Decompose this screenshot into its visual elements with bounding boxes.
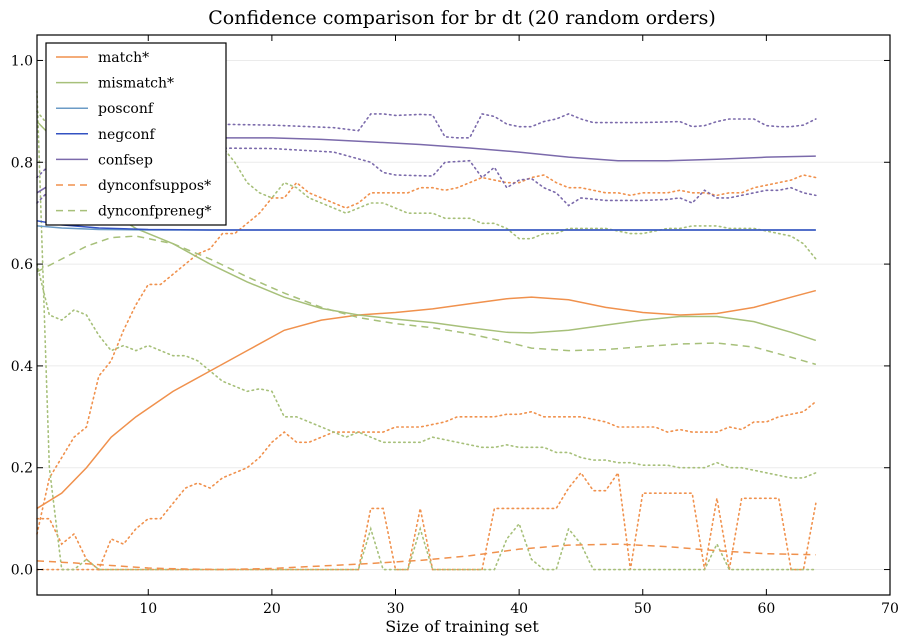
x-tick-label-6: 70 <box>881 601 899 617</box>
y-tick-label-1: 0.2 <box>11 461 33 477</box>
bound-line-2 <box>36 470 817 571</box>
legend-label-3: negconf <box>98 127 157 143</box>
legend-label-4: confsep <box>98 152 153 168</box>
series-line-dynconfsuppos <box>36 543 816 571</box>
bound-line-5 <box>36 90 817 571</box>
bound-line-4 <box>36 263 817 479</box>
legend-label-0: match* <box>98 50 149 66</box>
y-tick-label-4: 0.8 <box>11 155 33 171</box>
x-tick-label-4: 50 <box>634 601 652 617</box>
bound-line-7 <box>36 147 817 207</box>
legend-label-2: posconf <box>98 101 155 117</box>
bound-line-6 <box>36 113 817 179</box>
bound-line-0 <box>36 174 817 535</box>
series-line-mismatch <box>36 121 817 342</box>
x-tick-label-1: 20 <box>263 601 281 617</box>
x-axis-label: Size of training set <box>385 617 539 636</box>
x-tick-label-5: 60 <box>757 601 775 617</box>
plot-frame <box>36 34 891 596</box>
bound-line-1 <box>36 400 817 571</box>
y-tick-label-0: 0.0 <box>11 563 33 579</box>
y-tick-label-3: 0.6 <box>11 257 33 273</box>
y-tick-label-2: 0.4 <box>11 359 33 375</box>
x-tick-label-0: 10 <box>139 601 157 617</box>
y-tick-label-5: 1.0 <box>11 53 33 69</box>
series-lines <box>36 121 817 571</box>
series-line-match <box>36 289 817 510</box>
x-tick-label-3: 40 <box>510 601 528 617</box>
legend-label-1: mismatch* <box>98 76 174 92</box>
series-line-dynconfpreneg <box>36 235 817 366</box>
legend-label-6: dynconfpreneg* <box>98 204 212 220</box>
axes: 10 20 30 40 50 60 70 0.0 0.2 0.4 0.6 0.8 1.0 <box>11 34 899 617</box>
bound-lines <box>36 90 817 571</box>
legend-label-5: dynconfsuppos* <box>98 178 211 194</box>
x-tick-label-2: 30 <box>387 601 405 617</box>
chart-title: Confidence comparison for br dt (20 rand… <box>208 7 716 29</box>
legend: match* mismatch* posconf negconf confsep dync… <box>45 42 227 226</box>
